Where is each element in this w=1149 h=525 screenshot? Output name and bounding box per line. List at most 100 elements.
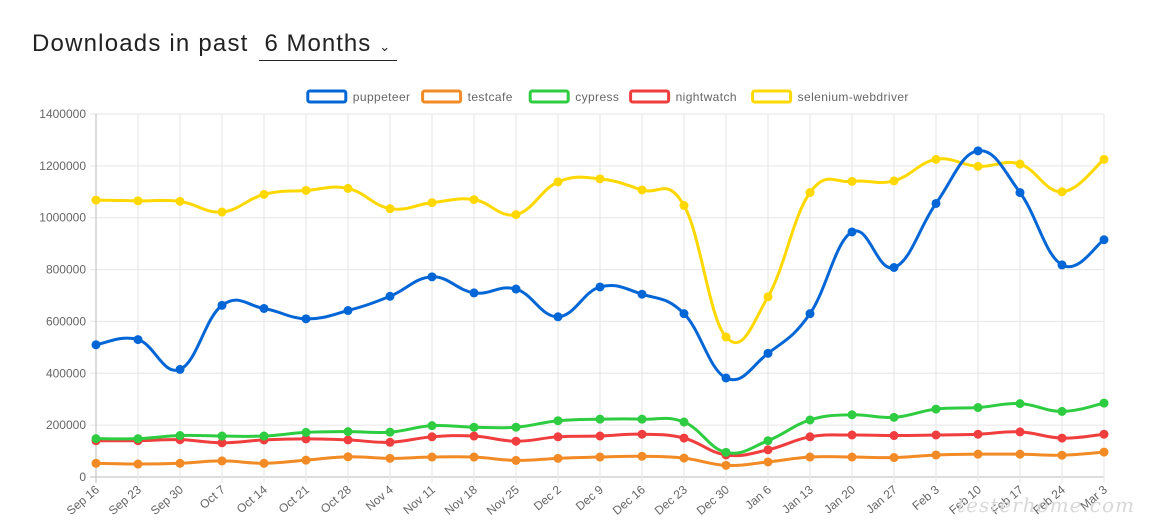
data-point-cypress[interactable]: [805, 415, 815, 425]
data-point-testcafe[interactable]: [805, 452, 815, 462]
legend-item-selenium-webdriver[interactable]: selenium-webdriver: [751, 89, 909, 104]
data-point-testcafe[interactable]: [1099, 447, 1109, 457]
data-point-testcafe[interactable]: [637, 451, 647, 461]
data-point-cypress[interactable]: [1099, 398, 1109, 408]
data-point-testcafe[interactable]: [931, 450, 941, 460]
data-point-testcafe[interactable]: [301, 455, 311, 465]
data-point-puppeteer[interactable]: [217, 300, 227, 310]
data-point-puppeteer[interactable]: [721, 373, 731, 383]
data-point-cypress[interactable]: [469, 422, 479, 432]
data-point-nightwatch[interactable]: [1099, 429, 1109, 439]
data-point-testcafe[interactable]: [847, 452, 857, 462]
data-point-selenium-webdriver[interactable]: [427, 198, 437, 208]
data-point-nightwatch[interactable]: [931, 430, 941, 440]
data-point-selenium-webdriver[interactable]: [133, 196, 143, 206]
data-point-cypress[interactable]: [1015, 399, 1025, 409]
data-point-testcafe[interactable]: [721, 460, 731, 470]
data-point-selenium-webdriver[interactable]: [763, 292, 773, 302]
data-point-nightwatch[interactable]: [595, 431, 605, 441]
data-point-nightwatch[interactable]: [301, 434, 311, 444]
data-point-nightwatch[interactable]: [1015, 427, 1025, 437]
data-point-testcafe[interactable]: [259, 458, 269, 468]
data-point-testcafe[interactable]: [679, 453, 689, 463]
data-point-testcafe[interactable]: [175, 458, 185, 468]
data-point-selenium-webdriver[interactable]: [217, 207, 227, 217]
data-point-puppeteer[interactable]: [931, 198, 941, 208]
data-point-selenium-webdriver[interactable]: [343, 183, 353, 193]
data-point-puppeteer[interactable]: [1057, 260, 1067, 270]
data-point-testcafe[interactable]: [595, 452, 605, 462]
data-point-cypress[interactable]: [301, 427, 311, 437]
data-point-nightwatch[interactable]: [553, 432, 563, 442]
data-point-puppeteer[interactable]: [595, 282, 605, 292]
data-point-puppeteer[interactable]: [805, 309, 815, 319]
data-point-testcafe[interactable]: [973, 449, 983, 459]
data-point-puppeteer[interactable]: [385, 291, 395, 301]
data-point-nightwatch[interactable]: [511, 436, 521, 446]
data-point-cypress[interactable]: [931, 404, 941, 414]
data-point-puppeteer[interactable]: [889, 262, 899, 272]
data-point-cypress[interactable]: [595, 414, 605, 424]
data-point-puppeteer[interactable]: [553, 312, 563, 322]
data-point-selenium-webdriver[interactable]: [637, 185, 647, 195]
data-point-puppeteer[interactable]: [343, 306, 353, 316]
data-point-puppeteer[interactable]: [133, 335, 143, 345]
data-point-nightwatch[interactable]: [847, 430, 857, 440]
data-point-cypress[interactable]: [637, 414, 647, 424]
data-point-selenium-webdriver[interactable]: [553, 177, 563, 187]
data-point-testcafe[interactable]: [469, 452, 479, 462]
period-dropdown[interactable]: 6 Months ⌄: [258, 30, 398, 61]
data-point-cypress[interactable]: [427, 421, 437, 431]
legend-item-nightwatch[interactable]: nightwatch: [629, 89, 737, 104]
data-point-nightwatch[interactable]: [889, 431, 899, 441]
data-point-selenium-webdriver[interactable]: [1057, 187, 1067, 197]
data-point-testcafe[interactable]: [91, 458, 101, 468]
data-point-selenium-webdriver[interactable]: [595, 174, 605, 184]
legend-item-cypress[interactable]: cypress: [528, 89, 619, 104]
data-point-puppeteer[interactable]: [259, 303, 269, 313]
data-point-puppeteer[interactable]: [1099, 235, 1109, 245]
data-point-testcafe[interactable]: [553, 453, 563, 463]
data-point-selenium-webdriver[interactable]: [805, 188, 815, 198]
data-point-testcafe[interactable]: [511, 455, 521, 465]
data-point-selenium-webdriver[interactable]: [1099, 154, 1109, 164]
data-point-testcafe[interactable]: [217, 456, 227, 466]
data-point-cypress[interactable]: [343, 427, 353, 437]
data-point-selenium-webdriver[interactable]: [679, 201, 689, 211]
data-point-puppeteer[interactable]: [427, 272, 437, 282]
data-point-testcafe[interactable]: [889, 453, 899, 463]
data-point-puppeteer[interactable]: [637, 289, 647, 299]
data-point-selenium-webdriver[interactable]: [91, 195, 101, 205]
data-point-selenium-webdriver[interactable]: [301, 185, 311, 195]
data-point-cypress[interactable]: [679, 417, 689, 427]
data-point-cypress[interactable]: [217, 431, 227, 441]
data-point-nightwatch[interactable]: [385, 437, 395, 447]
data-point-cypress[interactable]: [91, 434, 101, 444]
data-point-cypress[interactable]: [847, 410, 857, 420]
data-point-puppeteer[interactable]: [973, 146, 983, 156]
legend-item-puppeteer[interactable]: puppeteer: [306, 89, 411, 104]
data-point-cypress[interactable]: [889, 412, 899, 422]
data-point-selenium-webdriver[interactable]: [847, 176, 857, 186]
data-point-nightwatch[interactable]: [679, 433, 689, 443]
data-point-testcafe[interactable]: [1015, 449, 1025, 459]
data-point-cypress[interactable]: [721, 447, 731, 457]
data-point-puppeteer[interactable]: [847, 227, 857, 237]
data-point-testcafe[interactable]: [763, 457, 773, 467]
data-point-nightwatch[interactable]: [469, 431, 479, 441]
data-point-cypress[interactable]: [133, 434, 143, 444]
data-point-selenium-webdriver[interactable]: [931, 154, 941, 164]
data-point-selenium-webdriver[interactable]: [385, 204, 395, 214]
data-point-selenium-webdriver[interactable]: [469, 195, 479, 205]
data-point-testcafe[interactable]: [133, 459, 143, 469]
data-point-cypress[interactable]: [511, 422, 521, 432]
data-point-cypress[interactable]: [175, 431, 185, 441]
data-point-nightwatch[interactable]: [1057, 433, 1067, 443]
data-point-selenium-webdriver[interactable]: [1015, 159, 1025, 169]
data-point-puppeteer[interactable]: [511, 284, 521, 294]
data-point-nightwatch[interactable]: [637, 429, 647, 439]
data-point-nightwatch[interactable]: [973, 429, 983, 439]
data-point-puppeteer[interactable]: [301, 314, 311, 324]
data-point-testcafe[interactable]: [385, 453, 395, 463]
data-point-puppeteer[interactable]: [1015, 188, 1025, 198]
